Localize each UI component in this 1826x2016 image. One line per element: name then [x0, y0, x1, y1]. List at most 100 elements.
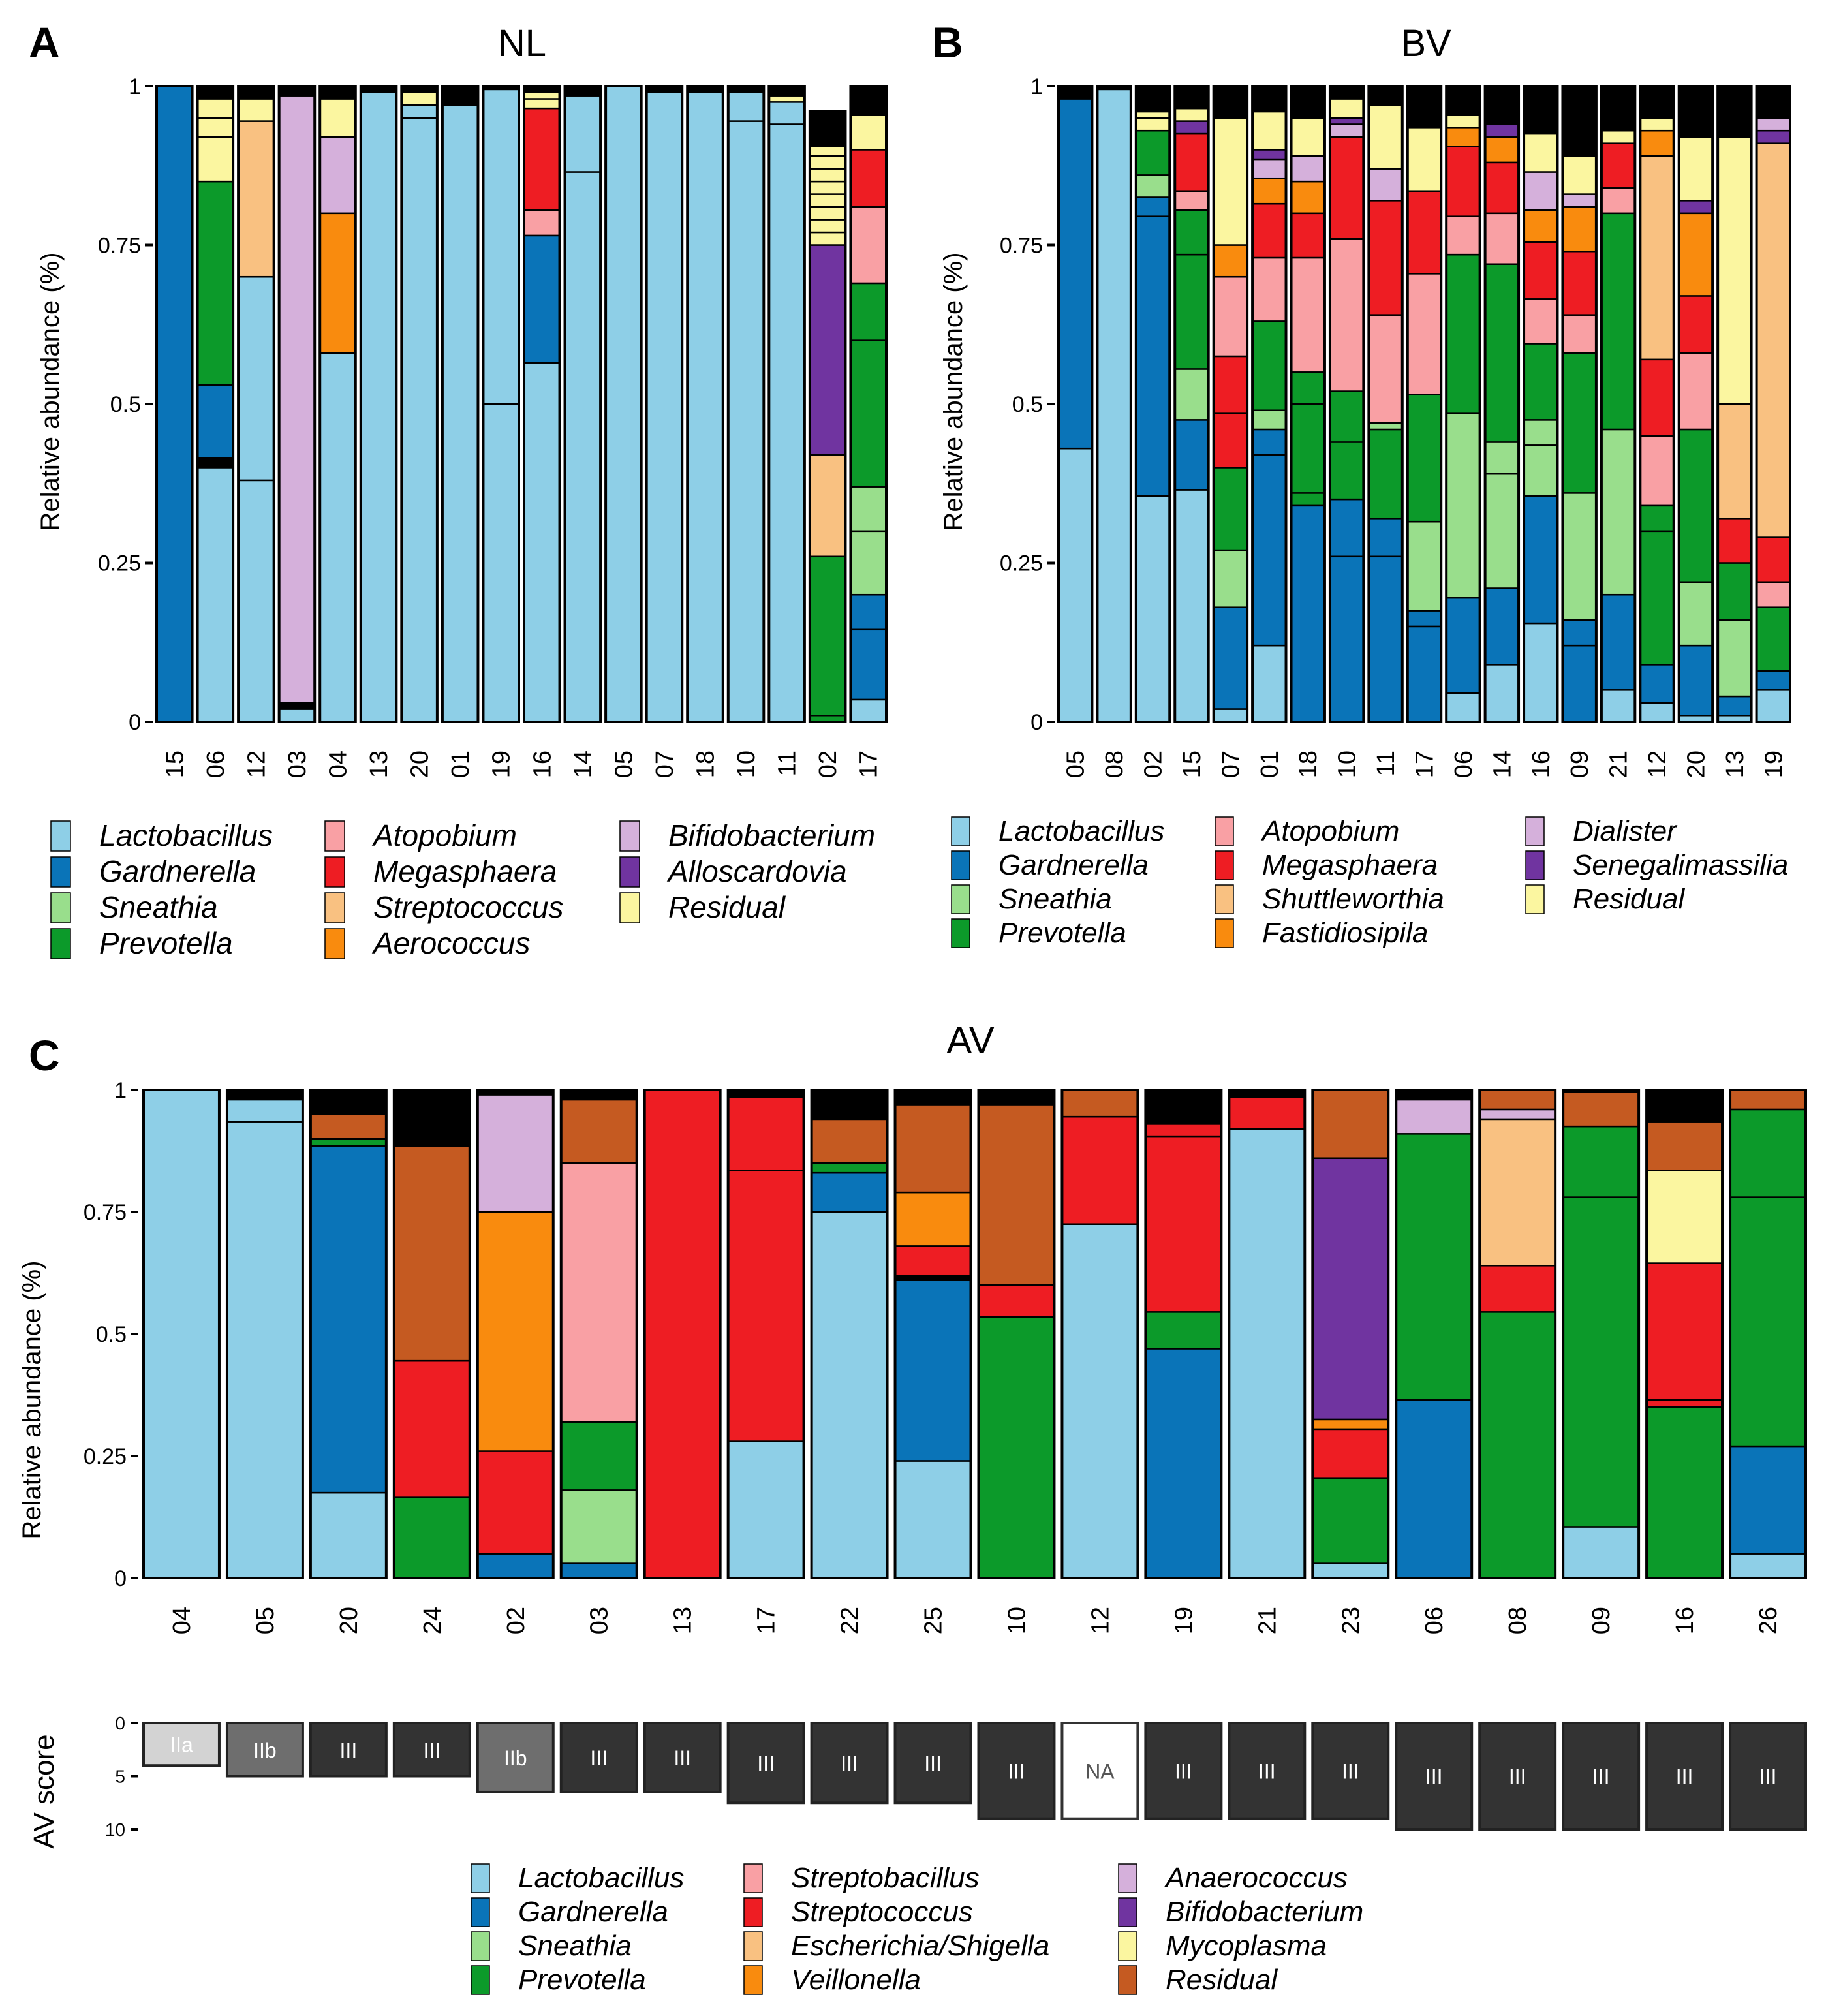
bar-segment	[237, 275, 275, 482]
bar-segment	[1729, 1445, 1807, 1555]
bar-outline	[726, 1089, 805, 1579]
legend-swatch	[324, 820, 345, 852]
bar-segment	[978, 1316, 1055, 1579]
bar-segment	[1562, 155, 1598, 195]
legend-label: Prevotella	[99, 926, 233, 960]
bar-segment	[1645, 1121, 1724, 1171]
panel-c-bar-17	[726, 1089, 805, 1579]
bar-segment	[1290, 256, 1326, 373]
bar-outline	[1523, 85, 1559, 723]
bar-segment	[309, 1145, 388, 1494]
legend-label: Streptococcus	[373, 890, 563, 924]
bar-segment	[1061, 1115, 1139, 1225]
bar-segment	[1406, 127, 1442, 192]
legend-swatch	[324, 856, 345, 888]
legend-label: Residual	[668, 890, 786, 924]
bar-segment	[1312, 1562, 1389, 1579]
panel-c-xtick-label: 26	[1755, 1607, 1782, 1634]
panel-c-xtick-label: 06	[1421, 1607, 1448, 1634]
bar-segment	[1756, 85, 1791, 119]
bar-outline	[1445, 85, 1481, 723]
bar-outline	[643, 1089, 722, 1579]
panel-b-xtick-label: 15	[1179, 751, 1206, 778]
panel-b-bar-16	[1523, 85, 1559, 723]
bar-segment	[1368, 555, 1404, 723]
av-score-bar	[1729, 1722, 1808, 1831]
bar-segment	[196, 136, 234, 183]
legend-label: Sneathia	[99, 890, 218, 924]
panel-a-ytick-label: 0.5	[110, 392, 141, 417]
legend-b: LactobacillusGardnerellaSneathiaPrevotel…	[951, 815, 1788, 949]
bar-outline	[523, 85, 561, 723]
legend-swatch	[1215, 816, 1234, 846]
bar-segment	[142, 1089, 221, 1579]
av-score-bar	[1478, 1722, 1557, 1831]
panel-a-bar-17	[849, 85, 888, 723]
bar-segment	[560, 1162, 638, 1423]
panel-b-xtick-label: 06	[1450, 751, 1478, 778]
bar-segment	[811, 1118, 888, 1164]
bar-segment	[1716, 695, 1752, 717]
bar-segment	[1484, 85, 1520, 125]
panel-b-bar-19	[1755, 85, 1791, 723]
legend-label: Escherichia/Shigella	[791, 1930, 1049, 1962]
bar-outline	[977, 1089, 1056, 1579]
legend-swatch	[471, 1965, 490, 1995]
panel-c-bar-20	[309, 1089, 388, 1579]
bar-segment	[1312, 1418, 1389, 1431]
bar-segment	[523, 107, 561, 211]
av-score-bar	[1311, 1722, 1390, 1820]
bar-segment	[226, 1098, 304, 1123]
bar-segment	[978, 1089, 1055, 1106]
bar-segment	[727, 1170, 805, 1442]
panel-b-bar-13	[1716, 85, 1753, 723]
bar-segment	[1057, 447, 1093, 723]
bar-segment	[1406, 273, 1442, 395]
bar-segment	[1639, 435, 1675, 507]
bar-segment	[850, 282, 888, 341]
bar-outline	[476, 1089, 555, 1579]
legend-swatch	[619, 892, 640, 923]
legend-label: Prevotella	[998, 917, 1126, 949]
bar-segment	[809, 146, 846, 157]
legend-swatch	[471, 1897, 490, 1927]
bar-segment	[1096, 88, 1132, 723]
bar-segment	[1290, 180, 1326, 215]
panel-b-xtick-label: 05	[1062, 751, 1090, 778]
bar-segment	[1329, 498, 1365, 558]
bar-segment	[476, 1450, 554, 1555]
bar-outline	[318, 85, 357, 723]
bar-segment	[1756, 670, 1791, 691]
bar-segment	[1312, 1428, 1389, 1479]
panel-c-xtick-label: 21	[1254, 1607, 1281, 1634]
bar-segment	[196, 85, 234, 100]
bar-outline	[1367, 85, 1404, 723]
panel-b-xtick-label: 18	[1295, 751, 1322, 778]
legend-label: Atopobium	[371, 818, 517, 852]
bar-segment	[1406, 85, 1442, 129]
bar-segment	[1639, 702, 1675, 723]
bar-segment	[1484, 587, 1520, 666]
panel-a-plot: 0 0.25 0.5 0.75 1 15 06 12 03 04 13 20 01 19 16 14 05 07 1…	[98, 74, 888, 778]
panel-a-xtick-label: 02	[814, 751, 842, 778]
panel-b-bar-21	[1600, 85, 1637, 723]
panel-a-bar-14	[563, 85, 602, 723]
bar-segment	[1729, 1108, 1807, 1198]
bar-segment	[1329, 123, 1365, 138]
bar-segment	[1478, 1108, 1556, 1121]
bar-segment	[1562, 85, 1598, 157]
bar-segment	[809, 155, 846, 170]
bar-segment	[1756, 142, 1791, 538]
bar-segment	[686, 91, 724, 723]
legend-swatch	[471, 1863, 490, 1893]
bar-segment	[1251, 644, 1287, 723]
bar-segment	[1406, 610, 1442, 628]
bar-segment	[1251, 256, 1287, 322]
legend-label: Gardnerella	[99, 854, 256, 888]
bar-segment	[401, 104, 439, 119]
bar-segment	[1484, 441, 1520, 475]
bar-segment	[1135, 174, 1171, 198]
bar-outline	[1483, 85, 1521, 723]
legend-label: Streptobacillus	[791, 1862, 980, 1894]
bar-segment	[1395, 1098, 1473, 1135]
